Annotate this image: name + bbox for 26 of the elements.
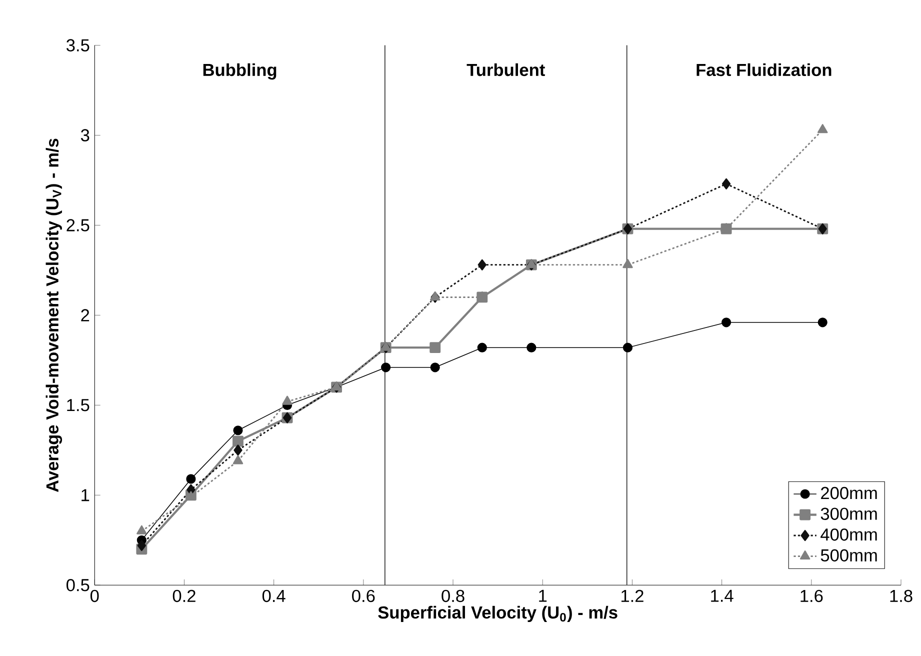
x-tick-label: 0.6 bbox=[352, 590, 375, 602]
y-tick-label: 0.5 bbox=[66, 579, 90, 592]
y-axis-title: Average Void-movement Velocity (U$_{V}$) - m/s bbox=[46, 138, 62, 492]
legend-label: 300mm bbox=[820, 508, 877, 520]
annotation: Turbulent bbox=[466, 63, 545, 76]
annotation: Fast Fluidization bbox=[696, 63, 832, 76]
y-tick-label: 3.5 bbox=[66, 39, 90, 52]
x-tick-label: 1 bbox=[539, 590, 547, 602]
x-tick-label: 1.8 bbox=[890, 590, 912, 602]
x-tick-label: 1.2 bbox=[621, 590, 644, 602]
x-tick-label: 0.8 bbox=[442, 590, 464, 602]
y-tick-label: 1 bbox=[82, 489, 90, 502]
y-tick-label: 1.5 bbox=[67, 399, 90, 412]
x-tick-label: 0 bbox=[90, 590, 99, 602]
legend-label: 200mm bbox=[821, 487, 877, 500]
legend-label: 400mm bbox=[820, 528, 877, 541]
x-tick-label: 1.6 bbox=[800, 590, 823, 602]
x-axis-title: Superficial Velocity (U$_{0}$) - m/s bbox=[378, 606, 618, 622]
y-tick-label: 2.5 bbox=[66, 219, 90, 232]
y-tick-label: 3 bbox=[80, 129, 90, 142]
legend-label: 500mm bbox=[820, 549, 877, 562]
x-tick-label: 0.2 bbox=[172, 590, 196, 602]
x-tick-label: 1.4 bbox=[711, 590, 734, 602]
x-tick-label: 0.4 bbox=[262, 590, 286, 602]
y-tick-label: 2 bbox=[81, 309, 90, 322]
annotation: Bubbling bbox=[203, 63, 276, 80]
